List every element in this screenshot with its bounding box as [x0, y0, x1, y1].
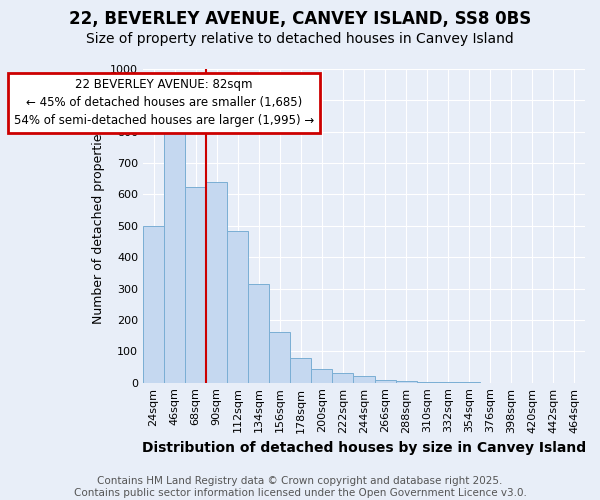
- Text: 22 BEVERLEY AVENUE: 82sqm
← 45% of detached houses are smaller (1,685)
54% of se: 22 BEVERLEY AVENUE: 82sqm ← 45% of detac…: [14, 78, 314, 128]
- Bar: [290, 358, 311, 382]
- X-axis label: Distribution of detached houses by size in Canvey Island: Distribution of detached houses by size …: [142, 441, 586, 455]
- Bar: [311, 368, 332, 382]
- Bar: [206, 182, 227, 382]
- Bar: [227, 230, 248, 382]
- Bar: [164, 128, 185, 382]
- Text: Size of property relative to detached houses in Canvey Island: Size of property relative to detached ho…: [86, 32, 514, 46]
- Text: Contains HM Land Registry data © Crown copyright and database right 2025.
Contai: Contains HM Land Registry data © Crown c…: [74, 476, 526, 498]
- Bar: [332, 374, 353, 382]
- Bar: [143, 226, 164, 382]
- Bar: [374, 380, 395, 382]
- Bar: [395, 381, 416, 382]
- Bar: [269, 332, 290, 382]
- Y-axis label: Number of detached properties: Number of detached properties: [92, 128, 104, 324]
- Bar: [185, 186, 206, 382]
- Text: 22, BEVERLEY AVENUE, CANVEY ISLAND, SS8 0BS: 22, BEVERLEY AVENUE, CANVEY ISLAND, SS8 …: [69, 10, 531, 28]
- Bar: [353, 376, 374, 382]
- Bar: [248, 284, 269, 382]
